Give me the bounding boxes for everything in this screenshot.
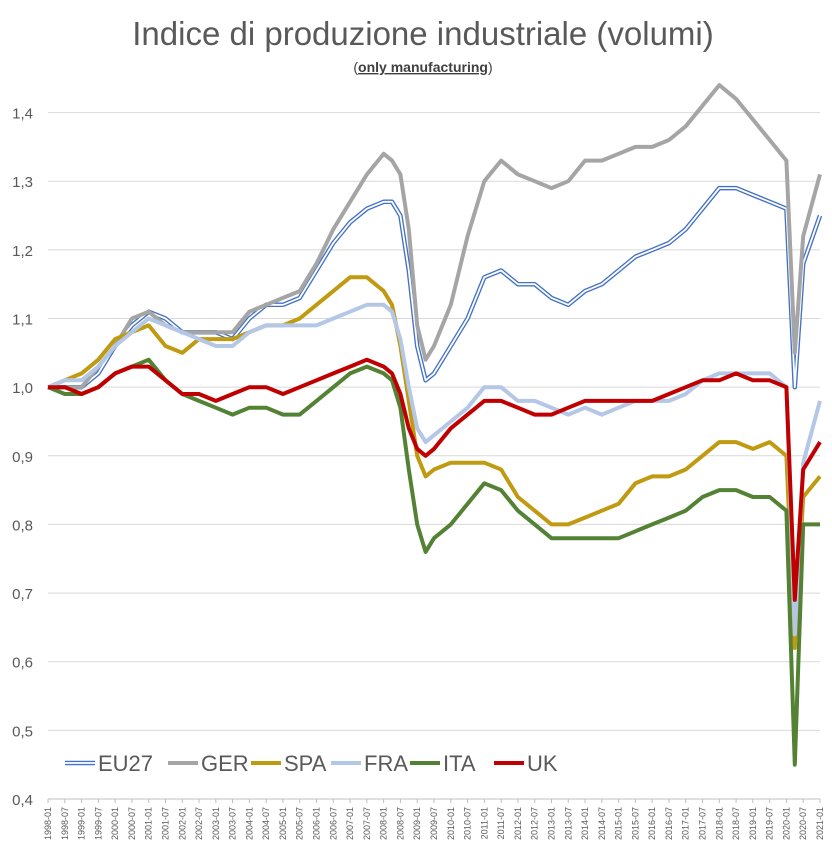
y-tick-label: 1,1 bbox=[12, 312, 33, 329]
x-tick-label: 2015-07 bbox=[630, 807, 640, 840]
legend-item-fra: FRA bbox=[331, 751, 408, 776]
legend-item-spa: SPA bbox=[251, 751, 327, 776]
x-tick-label: 1998-07 bbox=[60, 807, 70, 840]
legend-label: UK bbox=[527, 751, 558, 776]
y-tick-label: 1,4 bbox=[12, 106, 33, 123]
x-tick-label: 2003-01 bbox=[211, 807, 221, 840]
series-ger bbox=[48, 83, 822, 390]
x-tick-label: 2005-07 bbox=[295, 807, 305, 840]
y-tick-label: 0,7 bbox=[12, 586, 33, 603]
legend-item-ger: GER bbox=[168, 751, 249, 776]
x-tick-label: 2004-07 bbox=[261, 807, 271, 840]
x-tick-label: 2000-07 bbox=[127, 807, 137, 840]
series-fra bbox=[47, 302, 822, 637]
series-line bbox=[48, 83, 822, 390]
x-tick-label: 2007-07 bbox=[362, 807, 372, 840]
x-tick-label: 2018-01 bbox=[714, 807, 724, 840]
y-tick-label: 0,8 bbox=[12, 517, 33, 534]
x-tick-label: 2014-07 bbox=[597, 807, 607, 840]
x-axis-ticks: 1998-01 1998-07 1999-01 1999-07 2000-01 2000-… bbox=[43, 799, 825, 840]
legend-item-eu27: EU27 bbox=[65, 751, 153, 776]
x-tick-label: 2003-07 bbox=[228, 807, 238, 840]
x-tick-label: 2012-01 bbox=[513, 807, 523, 840]
series-line bbox=[47, 357, 820, 767]
x-tick-label: 2011-07 bbox=[496, 807, 506, 839]
series-line bbox=[48, 357, 822, 602]
series-line bbox=[47, 275, 822, 650]
series-line bbox=[47, 302, 822, 637]
chart-title: Indice di produzione industriale (volumi… bbox=[132, 15, 713, 52]
x-tick-label: 2015-01 bbox=[614, 807, 624, 840]
legend-label: GER bbox=[201, 751, 249, 776]
x-tick-label: 2010-07 bbox=[463, 807, 473, 840]
y-tick-label: 0,4 bbox=[12, 792, 33, 809]
legend-label: FRA bbox=[364, 751, 408, 776]
y-tick-label: 0,6 bbox=[12, 655, 33, 672]
y-tick-label: 0,5 bbox=[12, 723, 33, 740]
subtitle-close-paren: ) bbox=[488, 59, 493, 75]
x-tick-label: 2001-07 bbox=[160, 807, 170, 840]
x-tick-label: 2016-01 bbox=[647, 807, 657, 840]
legend-label: SPA bbox=[284, 751, 327, 776]
legend-label: ITA bbox=[443, 751, 476, 776]
series-uk bbox=[48, 357, 822, 602]
x-tick-label: 2017-07 bbox=[698, 807, 708, 840]
x-tick-label: 2008-01 bbox=[379, 807, 389, 840]
x-tick-label: 2019-07 bbox=[765, 807, 775, 840]
x-tick-label: 2014-01 bbox=[580, 807, 590, 840]
subtitle-emphasis: only manufacturing bbox=[358, 59, 488, 75]
x-tick-label: 2009-07 bbox=[429, 807, 439, 840]
y-tick-label: 1,2 bbox=[12, 243, 33, 260]
legend-item-uk: UK bbox=[494, 751, 558, 776]
x-tick-label: 2006-07 bbox=[328, 807, 338, 840]
x-tick-label: 2020-01 bbox=[781, 807, 791, 840]
series-lines bbox=[47, 83, 823, 767]
x-tick-label: 2004-01 bbox=[244, 807, 254, 840]
x-tick-label: 2007-01 bbox=[345, 807, 355, 840]
subtitle-open-paren: ( bbox=[353, 59, 358, 75]
y-tick-label: 0,9 bbox=[12, 449, 33, 466]
x-tick-label: 1998-01 bbox=[43, 807, 53, 840]
chart-subtitle: (only manufacturing) bbox=[353, 59, 492, 75]
y-axis-ticks: 0,4 0,5 0,6 0,7 0,8 0,9 1,0 1,1 1,2 1,3 1,4 bbox=[12, 106, 33, 809]
x-tick-label: 2000-01 bbox=[110, 807, 120, 840]
x-tick-label: 2001-01 bbox=[144, 807, 154, 840]
x-tick-label: 2009-01 bbox=[412, 807, 422, 840]
x-tick-label: 2012-07 bbox=[530, 807, 540, 840]
legend: EU27 GER SPA FRA ITA UK bbox=[65, 751, 558, 776]
x-tick-label: 2021-01 bbox=[815, 807, 825, 840]
x-tick-label: 2017-01 bbox=[681, 807, 691, 840]
x-tick-label: 2008-07 bbox=[395, 807, 405, 840]
y-tick-label: 1,0 bbox=[12, 380, 33, 397]
x-tick-label: 2011-01 bbox=[479, 807, 489, 839]
y-tick-label: 1,3 bbox=[12, 174, 33, 191]
x-tick-label: 2002-07 bbox=[194, 807, 204, 840]
x-tick-label: 2019-01 bbox=[748, 807, 758, 840]
x-tick-label: 2013-07 bbox=[563, 807, 573, 840]
series-spa bbox=[47, 275, 822, 650]
legend-label: EU27 bbox=[98, 751, 153, 776]
x-tick-label: 2006-01 bbox=[312, 807, 322, 840]
x-tick-label: 2013-01 bbox=[546, 807, 556, 840]
x-tick-label: 2020-07 bbox=[798, 807, 808, 840]
x-tick-label: 2005-01 bbox=[278, 807, 288, 840]
legend-item-ita: ITA bbox=[410, 751, 476, 776]
x-tick-label: 1999-01 bbox=[77, 807, 87, 840]
x-tick-label: 2016-07 bbox=[664, 807, 674, 840]
x-tick-label: 2002-01 bbox=[177, 807, 187, 840]
x-tick-label: 2018-07 bbox=[731, 807, 741, 840]
x-tick-label: 1999-07 bbox=[93, 807, 103, 840]
series-ita bbox=[47, 357, 820, 767]
x-tick-label: 2010-01 bbox=[446, 807, 456, 840]
